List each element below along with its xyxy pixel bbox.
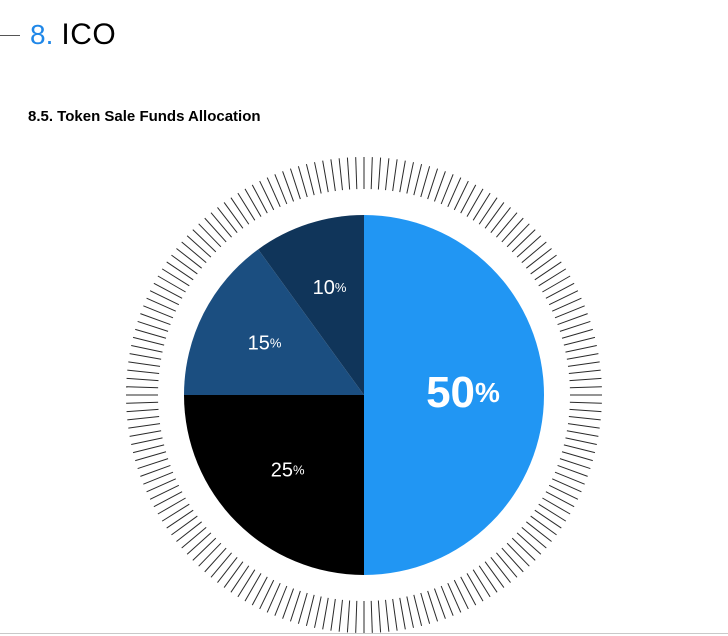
pie-slice [184,395,364,575]
pie-chart: 50%25%15%10% [119,150,609,636]
section-title: ICO [61,18,116,52]
section-header: 8. ICO [0,18,116,52]
header-dash-icon [0,35,20,36]
section-number: 8. [30,19,53,51]
footer-divider [0,633,728,634]
subsection-title: 8.5. Token Sale Funds Allocation [28,108,261,125]
